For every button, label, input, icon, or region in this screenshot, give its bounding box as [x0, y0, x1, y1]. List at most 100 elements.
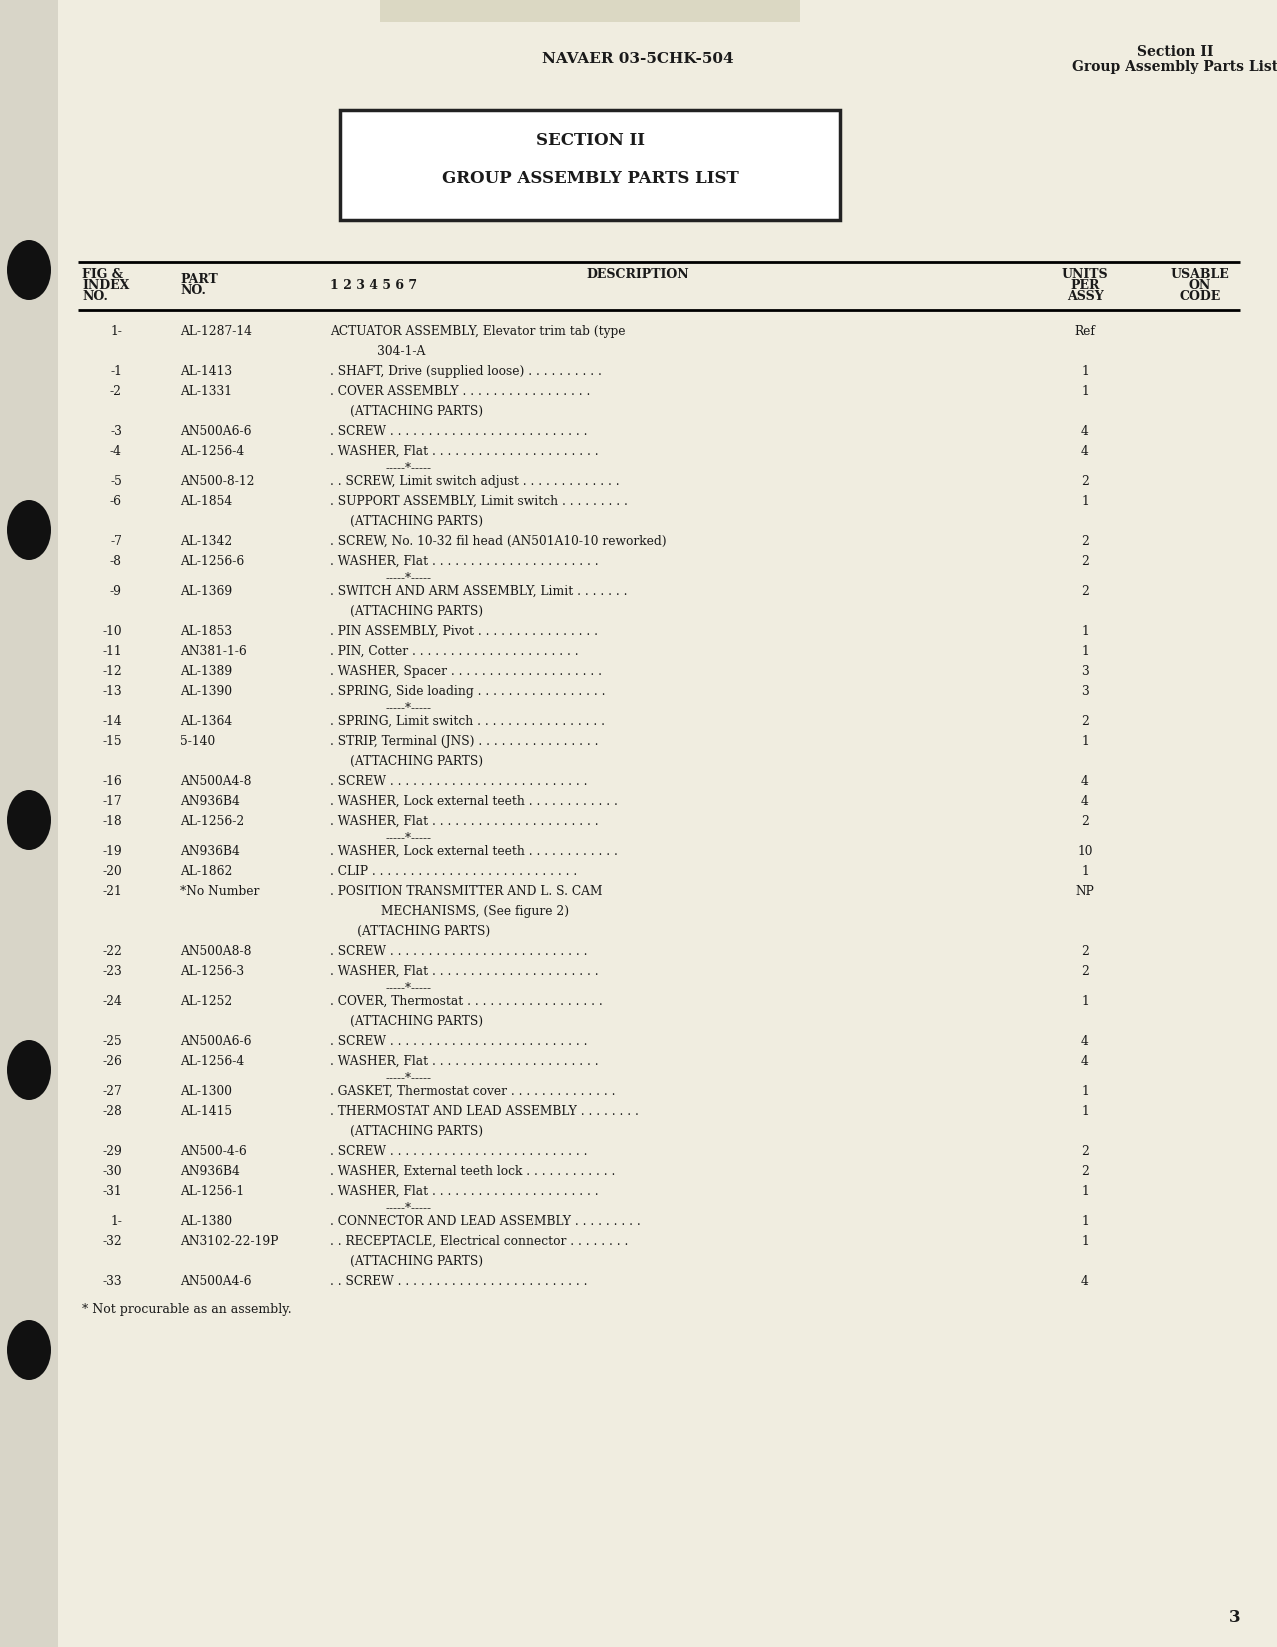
Text: -----*-----: -----*----- [384, 832, 432, 843]
Text: -25: -25 [102, 1034, 123, 1047]
Text: 304-1-A: 304-1-A [350, 344, 425, 357]
Text: 2: 2 [1082, 965, 1089, 978]
Text: AN500-8-12: AN500-8-12 [180, 474, 254, 488]
Text: -2: -2 [110, 385, 123, 399]
Text: 2: 2 [1082, 535, 1089, 548]
Text: -15: -15 [102, 735, 123, 748]
Text: AN381-1-6: AN381-1-6 [180, 646, 246, 659]
Text: 1: 1 [1082, 735, 1089, 748]
Text: -----*-----: -----*----- [384, 982, 432, 995]
Text: SECTION II: SECTION II [535, 132, 645, 148]
Ellipse shape [6, 240, 51, 300]
Text: 1-: 1- [110, 1215, 123, 1229]
Text: ASSY: ASSY [1066, 290, 1103, 303]
Text: . SWITCH AND ARM ASSEMBLY, Limit . . . . . . .: . SWITCH AND ARM ASSEMBLY, Limit . . . .… [329, 585, 627, 598]
Text: . SUPPORT ASSEMBLY, Limit switch . . . . . . . . .: . SUPPORT ASSEMBLY, Limit switch . . . .… [329, 496, 628, 507]
Text: -10: -10 [102, 624, 123, 637]
Text: . SCREW . . . . . . . . . . . . . . . . . . . . . . . . . .: . SCREW . . . . . . . . . . . . . . . . … [329, 776, 587, 787]
Text: -11: -11 [102, 646, 123, 659]
Text: 2: 2 [1082, 815, 1089, 828]
Text: . SCREW . . . . . . . . . . . . . . . . . . . . . . . . . .: . SCREW . . . . . . . . . . . . . . . . … [329, 425, 587, 438]
Text: AL-1287-14: AL-1287-14 [180, 324, 252, 338]
Text: 1: 1 [1082, 1235, 1089, 1248]
Text: -31: -31 [102, 1184, 123, 1197]
Text: -17: -17 [102, 796, 123, 809]
Text: 1: 1 [1082, 1105, 1089, 1118]
Text: AL-1252: AL-1252 [180, 995, 232, 1008]
Text: NAVAER 03-5CHK-504: NAVAER 03-5CHK-504 [543, 53, 734, 66]
Text: 1: 1 [1082, 385, 1089, 399]
Text: AL-1380: AL-1380 [180, 1215, 232, 1229]
Text: 1: 1 [1082, 646, 1089, 659]
Text: PER: PER [1070, 278, 1099, 292]
Text: (ATTACHING PARTS): (ATTACHING PARTS) [350, 604, 483, 618]
Text: -18: -18 [102, 815, 123, 828]
Text: 2: 2 [1082, 1164, 1089, 1178]
Text: AN936B4: AN936B4 [180, 796, 240, 809]
Text: . . SCREW, Limit switch adjust . . . . . . . . . . . . .: . . SCREW, Limit switch adjust . . . . .… [329, 474, 619, 488]
Text: INDEX: INDEX [82, 278, 129, 292]
Text: FIG &: FIG & [82, 268, 123, 282]
Text: . SPRING, Side loading . . . . . . . . . . . . . . . . .: . SPRING, Side loading . . . . . . . . .… [329, 685, 605, 698]
Text: 2: 2 [1082, 585, 1089, 598]
Text: AL-1256-2: AL-1256-2 [180, 815, 244, 828]
Text: Ref: Ref [1074, 324, 1096, 338]
Text: . STRIP, Terminal (JNS) . . . . . . . . . . . . . . . .: . STRIP, Terminal (JNS) . . . . . . . . … [329, 735, 599, 748]
Text: *No Number: *No Number [180, 884, 259, 898]
Text: . . RECEPTACLE, Electrical connector . . . . . . . .: . . RECEPTACLE, Electrical connector . .… [329, 1235, 628, 1248]
Text: . WASHER, Flat . . . . . . . . . . . . . . . . . . . . . .: . WASHER, Flat . . . . . . . . . . . . .… [329, 1056, 599, 1067]
Text: 4: 4 [1082, 1034, 1089, 1047]
Text: AL-1369: AL-1369 [180, 585, 232, 598]
Text: (ATTACHING PARTS): (ATTACHING PARTS) [350, 516, 483, 529]
Text: 2: 2 [1082, 715, 1089, 728]
Text: -4: -4 [110, 445, 123, 458]
Text: . THERMOSTAT AND LEAD ASSEMBLY . . . . . . . .: . THERMOSTAT AND LEAD ASSEMBLY . . . . .… [329, 1105, 638, 1118]
Text: . CLIP . . . . . . . . . . . . . . . . . . . . . . . . . . .: . CLIP . . . . . . . . . . . . . . . . .… [329, 865, 577, 878]
Text: -8: -8 [110, 555, 123, 568]
Text: AL-1853: AL-1853 [180, 624, 232, 637]
Text: AN500A4-6: AN500A4-6 [180, 1275, 252, 1288]
Text: 10: 10 [1078, 845, 1093, 858]
Text: . SCREW . . . . . . . . . . . . . . . . . . . . . . . . . .: . SCREW . . . . . . . . . . . . . . . . … [329, 945, 587, 959]
Text: AL-1256-4: AL-1256-4 [180, 1056, 244, 1067]
Text: 4: 4 [1082, 1275, 1089, 1288]
Text: 4: 4 [1082, 425, 1089, 438]
Text: AL-1300: AL-1300 [180, 1085, 232, 1099]
Text: 2: 2 [1082, 1145, 1089, 1158]
Text: AL-1364: AL-1364 [180, 715, 232, 728]
Text: AN500A8-8: AN500A8-8 [180, 945, 252, 959]
Text: 3: 3 [1082, 665, 1089, 679]
Ellipse shape [6, 1319, 51, 1380]
Text: NO.: NO. [82, 290, 107, 303]
Text: AL-1342: AL-1342 [180, 535, 232, 548]
Bar [340, 110, 840, 221]
Text: -19: -19 [102, 845, 123, 858]
Text: AL-1390: AL-1390 [180, 685, 232, 698]
Text: -23: -23 [102, 965, 123, 978]
Text: -22: -22 [102, 945, 123, 959]
Text: DESCRIPTION: DESCRIPTION [586, 268, 690, 282]
Text: -----*-----: -----*----- [384, 461, 432, 474]
Text: ON: ON [1189, 278, 1211, 292]
Text: -21: -21 [102, 884, 123, 898]
Text: . WASHER, Flat . . . . . . . . . . . . . . . . . . . . . .: . WASHER, Flat . . . . . . . . . . . . .… [329, 555, 599, 568]
Text: 2: 2 [1082, 555, 1089, 568]
Text: -5: -5 [110, 474, 123, 488]
Text: Group Assembly Parts List: Group Assembly Parts List [1071, 59, 1277, 74]
Text: -20: -20 [102, 865, 123, 878]
Text: -1: -1 [110, 366, 123, 379]
Text: NO.: NO. [180, 283, 206, 296]
Text: CODE: CODE [1180, 290, 1221, 303]
Text: -6: -6 [110, 496, 123, 507]
Text: MECHANISMS, (See figure 2): MECHANISMS, (See figure 2) [350, 904, 570, 917]
Text: . WASHER, Spacer . . . . . . . . . . . . . . . . . . . .: . WASHER, Spacer . . . . . . . . . . . .… [329, 665, 601, 679]
Text: NP: NP [1075, 884, 1094, 898]
Text: -9: -9 [110, 585, 123, 598]
Text: . WASHER, External teeth lock . . . . . . . . . . . .: . WASHER, External teeth lock . . . . . … [329, 1164, 616, 1178]
Text: . SCREW . . . . . . . . . . . . . . . . . . . . . . . . . .: . SCREW . . . . . . . . . . . . . . . . … [329, 1145, 587, 1158]
Text: AL-1331: AL-1331 [180, 385, 232, 399]
Text: AL-1256-4: AL-1256-4 [180, 445, 244, 458]
Ellipse shape [6, 501, 51, 560]
Text: USABLE: USABLE [1171, 268, 1230, 282]
Text: AN936B4: AN936B4 [180, 1164, 240, 1178]
